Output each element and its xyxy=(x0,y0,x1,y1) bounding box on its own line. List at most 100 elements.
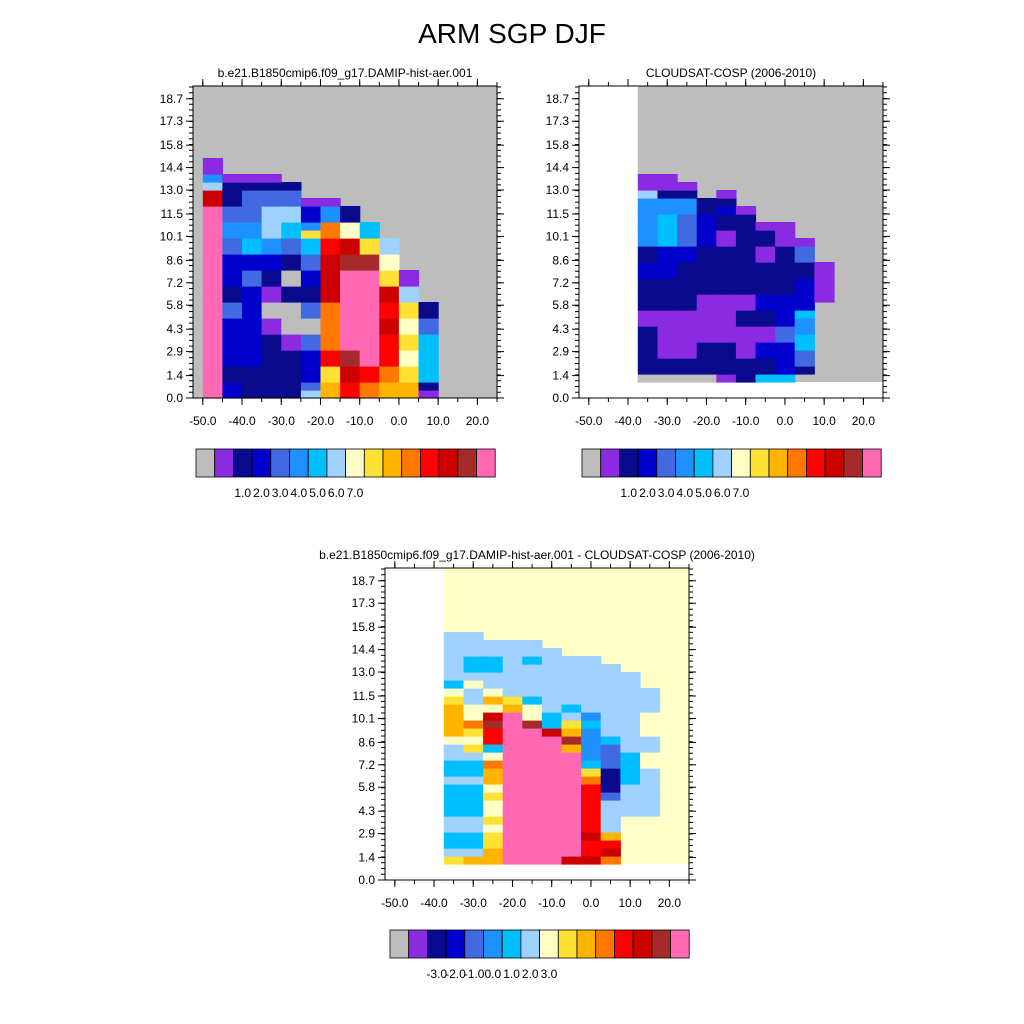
y-tick-label: 0.0 xyxy=(166,391,183,405)
heatmap-cell xyxy=(483,776,504,785)
heatmap-cell xyxy=(418,366,439,383)
y-tick-label: 13.0 xyxy=(352,665,376,679)
heatmap-cell xyxy=(541,696,563,705)
heatmap-cell xyxy=(463,848,484,857)
heatmap-cell xyxy=(398,318,420,335)
x-tick-label: 0.0 xyxy=(391,414,408,428)
heatmap-cell xyxy=(600,768,621,777)
heatmap-cell xyxy=(581,672,602,697)
heatmap-cell xyxy=(775,246,796,263)
heatmap-cell xyxy=(696,198,717,215)
heatmap-cell xyxy=(522,648,543,657)
no-data-left xyxy=(579,86,638,398)
x-tick-label: -50.0 xyxy=(381,896,409,910)
heatmap-cell xyxy=(581,832,602,841)
heatmap-cell xyxy=(418,390,439,399)
heatmap-cell xyxy=(657,182,678,191)
y-tick-label: 0.0 xyxy=(358,873,375,887)
heatmap-cell xyxy=(222,238,243,255)
heatmap-cell xyxy=(600,712,621,721)
heatmap-cell xyxy=(657,374,678,383)
heatmap-cell xyxy=(398,382,420,399)
heatmap-cell xyxy=(677,326,698,343)
heatmap-cell xyxy=(581,792,602,801)
heatmap-cell xyxy=(320,198,341,207)
heatmap-cell xyxy=(340,366,361,383)
heatmap-cell xyxy=(281,190,302,207)
heatmap-cell xyxy=(716,190,737,199)
heatmap-cell xyxy=(359,254,380,271)
y-tick-label: 14.4 xyxy=(546,161,570,175)
heatmap-cell xyxy=(261,206,282,239)
heatmap-cell xyxy=(620,736,641,753)
heatmap-cell xyxy=(261,174,282,183)
heatmap-cell xyxy=(443,688,464,697)
heatmap-cell xyxy=(657,310,678,327)
heatmap-cell xyxy=(581,728,602,745)
colorbar-swatch xyxy=(476,448,496,478)
heatmap-cell xyxy=(637,246,658,263)
heatmap-cell xyxy=(581,784,602,793)
heatmap-cell xyxy=(300,206,322,223)
y-tick-label: 1.4 xyxy=(166,369,183,383)
heatmap-cell xyxy=(483,736,504,745)
heatmap-cell xyxy=(775,358,796,375)
colorbar-swatch xyxy=(289,448,309,478)
heatmap-cell xyxy=(359,222,380,239)
heatmap-cell xyxy=(794,318,815,335)
heatmap-cell xyxy=(657,198,678,215)
heatmap-cell xyxy=(340,206,361,223)
heatmap-cell xyxy=(657,294,678,311)
heatmap-cell xyxy=(637,230,658,247)
y-tick-label: 7.2 xyxy=(552,276,569,290)
x-tick-label: -30.0 xyxy=(654,414,682,428)
heatmap-cell xyxy=(637,262,658,279)
heatmap-cell xyxy=(522,664,543,689)
heatmap-cell xyxy=(300,366,322,383)
heatmap-cell xyxy=(463,688,484,697)
heatmap-cell xyxy=(483,728,504,737)
heatmap-cell xyxy=(463,776,484,785)
heatmap-cell xyxy=(696,230,717,247)
heatmap-cell xyxy=(340,238,361,255)
heatmap-cell xyxy=(640,696,661,713)
heatmap-cell xyxy=(418,382,439,391)
heatmap-cell xyxy=(620,752,641,769)
heatmap-cell xyxy=(637,374,658,383)
heatmap-cell xyxy=(814,262,835,271)
colorbar-label: 6.0 xyxy=(328,486,345,500)
heatmap-cell xyxy=(443,664,464,681)
heatmap-cell xyxy=(677,374,698,383)
heatmap-cell xyxy=(222,206,243,223)
plot-title: CLOUDSAT-COSP (2006-2010) xyxy=(646,66,816,80)
y-tick-label: 5.8 xyxy=(166,298,183,312)
heatmap-cell xyxy=(677,182,698,191)
colorbar-swatch xyxy=(419,448,440,478)
heatmap-cell xyxy=(716,294,737,311)
colorbar-label: 1.0 xyxy=(503,967,520,981)
heatmap-cell xyxy=(735,358,757,375)
heatmap-cell xyxy=(463,816,484,833)
heatmap-cell xyxy=(600,856,621,865)
heatmap-cell xyxy=(600,840,621,849)
y-tick-label: 1.4 xyxy=(358,851,375,865)
heatmap-cell xyxy=(541,704,563,713)
heatmap-cell xyxy=(300,318,322,335)
heatmap-cell xyxy=(483,688,504,697)
colorbar-label: 7.0 xyxy=(347,486,364,500)
heatmap-cell xyxy=(242,182,263,191)
heatmap-cell xyxy=(581,744,602,761)
colorbar-swatch xyxy=(251,448,272,478)
heatmap-cell xyxy=(300,238,322,255)
y-tick-label: 11.5 xyxy=(353,689,376,703)
heatmap-cell xyxy=(775,262,796,279)
heatmap-cell xyxy=(794,334,815,351)
y-tick-label: 8.6 xyxy=(166,253,183,267)
heatmap-cell xyxy=(502,656,523,673)
heatmap-cell xyxy=(775,310,796,327)
heatmap-cell xyxy=(541,736,563,865)
colorbar-label: 3.0 xyxy=(658,486,675,500)
no-data-left xyxy=(385,568,444,880)
heatmap-cell xyxy=(242,318,263,335)
x-tick-label: 10.0 xyxy=(426,414,450,428)
